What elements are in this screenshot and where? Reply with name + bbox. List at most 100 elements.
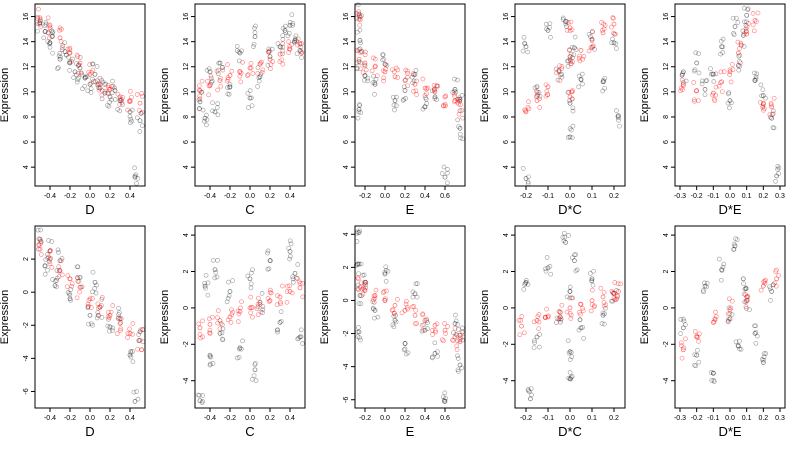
- observed-point: [107, 99, 113, 105]
- observed-point: [592, 47, 597, 52]
- observed-point: [295, 262, 301, 267]
- fitted-point: [237, 69, 243, 74]
- observed-point: [217, 60, 223, 66]
- observed-point: [112, 97, 118, 102]
- observed-point: [555, 77, 561, 83]
- fitted-point: [569, 295, 574, 301]
- observed-point: [54, 275, 60, 281]
- points-group: [35, 6, 145, 186]
- observed-point: [701, 289, 706, 295]
- observed-point: [735, 20, 741, 25]
- observed-point: [770, 282, 776, 288]
- fitted-point: [712, 316, 718, 322]
- observed-point: [207, 362, 213, 368]
- fitted-point: [245, 73, 250, 78]
- observed-point: [38, 238, 44, 244]
- observed-point: [217, 331, 223, 336]
- observed-point: [432, 351, 438, 356]
- observed-point: [696, 51, 701, 57]
- y-tick-label: -6: [343, 397, 350, 403]
- observed-point: [702, 92, 708, 98]
- fitted-point: [441, 103, 446, 108]
- fitted-point: [564, 27, 570, 33]
- observed-point: [294, 51, 300, 57]
- observed-point: [704, 284, 709, 290]
- observed-point: [737, 63, 743, 69]
- observed-point: [212, 275, 218, 281]
- observed-point: [110, 328, 115, 334]
- fitted-point: [245, 72, 251, 77]
- observed-point: [91, 79, 96, 84]
- observed-point: [576, 73, 582, 79]
- fitted-point: [713, 309, 718, 315]
- observed-point: [679, 72, 685, 78]
- fitted-point: [567, 94, 573, 100]
- fitted-point: [581, 53, 587, 59]
- observed-point: [736, 67, 742, 73]
- fitted-point: [442, 327, 448, 333]
- observed-point: [356, 301, 362, 306]
- fitted-point: [225, 75, 231, 80]
- observed-point: [611, 40, 617, 46]
- points-group: [35, 227, 146, 404]
- observed-point: [390, 94, 396, 100]
- observed-point: [525, 387, 531, 392]
- observed-point: [129, 107, 135, 113]
- observed-point: [92, 79, 98, 84]
- observed-point: [745, 6, 751, 12]
- fitted-point: [236, 311, 242, 317]
- y-tick-label: 16: [503, 13, 510, 21]
- observed-point: [215, 71, 221, 77]
- fitted-point: [545, 92, 551, 98]
- observed-point: [457, 97, 463, 102]
- fitted-point: [373, 287, 379, 293]
- observed-point: [520, 48, 526, 54]
- observed-point: [770, 282, 776, 288]
- fitted-point: [88, 305, 94, 310]
- observed-point: [356, 329, 362, 335]
- fitted-point: [460, 115, 466, 121]
- fitted-point: [761, 106, 767, 111]
- observed-point: [197, 106, 202, 111]
- observed-point: [769, 289, 775, 294]
- fitted-point: [69, 284, 75, 289]
- observed-point: [716, 256, 722, 262]
- observed-point: [49, 239, 55, 244]
- observed-point: [731, 241, 737, 247]
- observed-point: [423, 95, 428, 101]
- observed-point: [359, 49, 365, 55]
- y-tick-label: 4: [663, 233, 670, 237]
- fitted-point: [206, 92, 211, 98]
- observed-point: [702, 283, 708, 289]
- observed-point: [74, 61, 79, 67]
- fitted-point: [458, 335, 464, 341]
- fitted-point: [578, 311, 583, 317]
- observed-point: [770, 108, 776, 114]
- fitted-point: [240, 59, 245, 65]
- fitted-point: [600, 294, 606, 300]
- observed-point: [251, 41, 257, 47]
- observed-point: [362, 279, 368, 285]
- observed-point: [537, 93, 543, 99]
- observed-point: [201, 118, 207, 124]
- scatter-panel-10: -0.3 -0.2 -0.1 0.0 0.1 0.2 0.3-4-2024D*EExpres…: [639, 225, 786, 439]
- fitted-point: [125, 330, 131, 336]
- observed-point: [744, 19, 749, 25]
- observed-point: [422, 104, 428, 110]
- y-tick-label: -2: [183, 341, 190, 347]
- fitted-point: [198, 335, 203, 341]
- observed-point: [137, 118, 143, 124]
- observed-point: [423, 96, 429, 102]
- fitted-point: [371, 55, 376, 61]
- observed-point: [752, 78, 758, 83]
- fitted-point: [127, 88, 133, 94]
- observed-point: [560, 235, 566, 240]
- observed-point: [703, 78, 709, 84]
- observed-point: [456, 369, 461, 374]
- observed-point: [761, 354, 767, 360]
- x-tick-label: 0.0: [565, 415, 575, 422]
- fitted-point: [692, 98, 697, 104]
- fitted-point: [420, 312, 426, 318]
